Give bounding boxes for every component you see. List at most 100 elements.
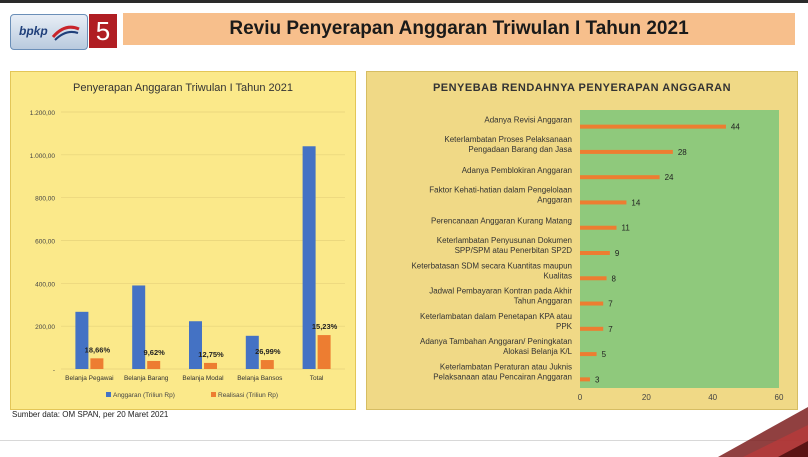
bpkp-logo: bpkp [10,14,88,50]
cause-bar [580,276,607,281]
bar-anggaran [132,285,146,369]
chart-title: Penyerapan Anggaran Triwulan I Tahun 202… [73,82,293,94]
x-tick-label: 0 [578,393,583,402]
y-tick-label: - [53,367,55,374]
value-label: 24 [665,173,674,182]
cause-bar [580,124,726,129]
category-label: Adanya Tambahan Anggaran/ Peningkatan Alo… [420,337,573,356]
y-tick-label: 600,00 [35,239,55,246]
bar-realisasi [260,360,274,369]
bar-anggaran [189,321,202,369]
legend-label: Realisasi (Triliun Rp) [218,392,278,399]
x-tick-label: 40 [708,393,717,402]
cause-bar [580,225,617,230]
bar-realisasi [317,335,331,369]
category-label: Keterlambatan Penyusunan Dokumen SPP/SPM … [437,236,572,255]
category-label-line: Anggaran [537,195,572,204]
category-label-line: SPP/SPM atau Penerbitan SP2D [455,246,573,255]
category-label-line: Jadwal Pembayaran Kontran pada Akhir [429,287,572,296]
category-label: Faktor Kehati-hatian dalam Pengelolaan An… [429,185,572,204]
y-tick-label: 1.200,00 [30,110,56,117]
category-label: Perencanaan Anggaran Kurang Matang [431,217,572,226]
category-label-line: Adanya Tambahan Anggaran/ Peningkatan [420,337,572,346]
value-label: 9 [615,249,620,258]
data-label: 18,66% [85,345,111,354]
bottom-divider [0,440,808,441]
bar-anggaran [75,311,89,369]
value-label: 7 [608,325,613,334]
bar-realisasi [204,362,217,369]
category-label-line: Adanya Pemblokiran Anggaran [462,166,572,175]
value-label: 5 [602,350,607,359]
category-label-line: Alokasi Belanja K/L [503,347,572,356]
legend-swatch [106,392,111,397]
data-label: 9,62% [144,348,166,357]
data-label: 26,99% [255,347,281,356]
chart-title: PENYEBAB RENDAHNYA PENYERAPAN ANGGARAN [433,82,731,94]
data-label: 15,23% [312,322,338,331]
category-label: Keterlambatan dalam Penetapan KPA atau PP… [420,312,573,331]
y-tick-label: 1.000,00 [30,153,56,160]
bar-realisasi [147,360,161,369]
title-bar: Reviu Penyerapan Anggaran Triwulan I Tah… [123,13,795,45]
x-tick-label: Belanja Bansos [237,375,283,382]
legend-label: Anggaran (Triliun Rp) [113,392,175,399]
plot-area [580,110,779,388]
category-label-line: Adanya Revisi Anggaran [484,116,572,125]
cause-bar [580,251,610,255]
category-label: Keterbatasan SDM secara Kuantitas maupun… [411,261,572,280]
y-tick-label: 400,00 [35,281,55,288]
value-label: 44 [731,123,740,132]
top-border [0,0,808,3]
data-label: 12,75% [198,350,224,359]
value-label: 7 [608,300,613,309]
x-tick-label: 60 [775,393,784,402]
y-tick-label: 200,00 [35,324,55,331]
category-label-line: Pelaksanaan atau Pencairan Anggaran [433,372,572,381]
bar-anggaran [245,335,259,369]
value-label: 28 [678,148,687,157]
category-label: Jadwal Pembayaran Kontran pada Akhir Tahu… [429,287,572,306]
category-label-line: PPK [556,322,573,331]
x-tick-label: Total [310,375,324,382]
category-label-line: Keterlambatan Penyusunan Dokumen [437,236,572,245]
value-label: 8 [612,274,617,283]
causes-chart: PENYEBAB RENDAHNYA PENYERAPAN ANGGARAN A… [411,82,784,402]
bar-realisasi [90,358,104,369]
category-label: Adanya Revisi Anggaran [484,116,572,125]
cause-bar [580,352,597,357]
category-label-line: Kualitas [544,271,572,280]
x-tick-label: Belanja Barang [124,375,169,382]
category-label-line: Faktor Kehati-hatian dalam Pengelolaan [429,185,572,194]
logo-text: bpkp [19,24,48,38]
section-number-badge: 5 [89,14,117,48]
page-title: Reviu Penyerapan Anggaran Triwulan I Tah… [229,18,689,39]
category-label: Keterlambatan Peraturan atau Juknis Pelak… [433,362,572,381]
cause-bar [580,326,604,331]
category-label-line: Pengadaan Barang dan Jasa [468,145,572,154]
budget-absorption-chart-panel: - 200,00 400,00 600,00 800,00 1.000,00 1.200,0… [10,71,356,410]
category-label: Keterlambatan Proses Pelaksanaan Pengadaa… [444,135,572,154]
value-label: 14 [631,198,640,207]
legend-swatch [211,392,216,397]
x-tick-label: 20 [642,393,651,402]
cause-bar [580,149,673,154]
category-label-line: Tahun Anggaran [514,297,572,306]
category-label-line: Perencanaan Anggaran Kurang Matang [431,217,572,226]
cause-bar [580,377,590,382]
value-label: 11 [621,224,630,233]
category-label-line: Keterlambatan Proses Pelaksanaan [444,135,572,144]
cause-bar [580,301,604,306]
cause-bar [580,200,627,205]
source-note: Sumber data: OM SPAN, per 20 Maret 2021 [12,410,169,419]
y-tick-label: 800,00 [35,196,55,203]
category-label-line: Keterbatasan SDM secara Kuantitas maupun [411,261,572,270]
bar-anggaran [302,146,316,369]
x-tick-label: Belanja Pegawai [65,375,113,382]
logo-swoosh-icon [51,25,80,41]
cause-bar [580,175,660,180]
x-tick-label: Belanja Modal [182,375,224,382]
value-label: 3 [595,375,600,384]
decorative-corner-graphic [718,407,808,457]
budget-absorption-chart: - 200,00 400,00 600,00 800,00 1.000,00 1.200,0… [30,82,345,399]
